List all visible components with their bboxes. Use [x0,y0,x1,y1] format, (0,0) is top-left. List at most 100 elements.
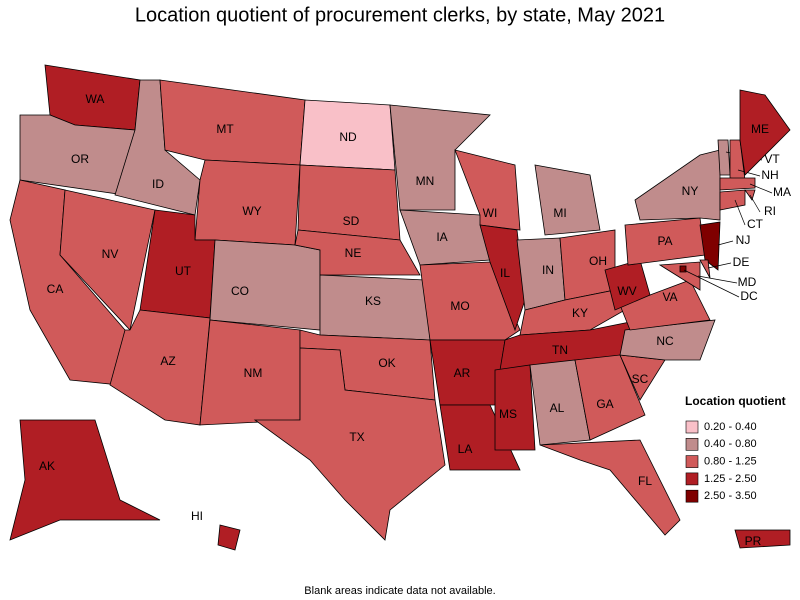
state-label: OK [378,356,395,370]
state-label: KS [365,294,381,308]
state-label: CA [47,282,64,296]
state-label: ND [339,130,357,144]
state-label: ID [152,177,164,191]
state-region [619,319,716,361]
state-label: MN [416,174,435,188]
state-label: MS [499,407,517,421]
legend-label: 0.80 - 1.25 [704,456,757,468]
state-label: GA [596,397,613,411]
legend-title: Location quotient [685,394,786,408]
state-label: NE [345,246,362,260]
legend-label: 2.50 - 3.50 [704,490,757,502]
leader-line [749,183,773,194]
legend-label: 0.20 - 0.40 [704,421,757,433]
state-region [699,221,721,271]
legend-swatch [685,420,699,434]
state-region [439,404,521,471]
state-region [679,265,687,273]
state-label: MD [738,275,757,289]
state-label: SD [343,214,360,228]
state-region [717,139,731,176]
state-region [516,237,566,311]
state-label: WV [617,284,636,298]
state-label: MO [450,299,469,313]
state-label: IL [500,266,510,280]
state-label: MA [773,185,791,199]
state-label: DE [733,255,750,269]
legend-swatch [685,489,699,503]
state-label: WI [483,206,498,220]
state-label: NH [761,168,778,182]
state-label: DC [740,289,758,303]
state-region [194,159,301,246]
state-region [419,261,521,341]
state-region [734,529,791,549]
state-label: UT [175,264,192,278]
state-region [699,259,711,279]
state-region [297,164,401,241]
state-label: AR [454,366,471,380]
state-label: VA [662,290,677,304]
state-region [217,524,241,551]
state-label: TX [349,430,364,444]
state-region [534,164,601,236]
state-label: AK [39,459,55,473]
state-label: SC [632,372,649,386]
state-region [209,239,321,331]
leader-line [683,269,740,298]
state-label: HI [191,509,203,523]
legend-swatch [685,437,699,451]
state-region [719,177,756,191]
state-label: NJ [736,233,751,247]
state-label: KY [572,306,588,320]
state-label: IA [436,230,447,244]
state-region [739,89,791,176]
state-region [539,439,681,536]
leader-line [734,199,746,226]
state-region [253,347,446,541]
leader-line [697,275,738,284]
state-label: TN [552,343,568,357]
state-label: FL [638,474,652,488]
state-label: WY [242,204,261,218]
state-label: RI [764,204,776,218]
leader-line [737,169,761,177]
state-label: WA [86,92,105,106]
legend-label: 1.25 - 2.50 [704,473,757,485]
legend-label: 0.40 - 0.80 [704,438,757,450]
state-region [479,224,526,332]
state-label: PA [657,234,672,248]
state-label: CT [747,217,764,231]
state-label: AL [550,401,565,415]
state-label: VT [764,152,780,166]
map-title: Location quotient of procurement clerks,… [135,4,665,26]
state-label: CO [231,284,249,298]
state-label: OH [589,254,607,268]
leader-line [707,262,732,269]
state-region [658,261,701,291]
leader-line [749,194,761,213]
state-label: NM [244,366,263,380]
state-label: PR [745,534,762,548]
state-label: LA [458,442,473,456]
state-region [494,364,536,451]
legend-swatch [685,472,699,486]
state-label: NC [656,334,674,348]
state-region [719,189,746,211]
legend-swatch [685,455,699,468]
state-region [634,149,721,221]
footnote: Blank areas indicate data not available. [304,585,495,597]
state-label: MI [553,206,566,220]
state-region [9,419,161,541]
state-region [389,104,491,211]
state-label: MT [216,122,234,136]
state-label: NY [682,184,699,198]
state-label: AZ [160,354,175,368]
state-label: NV [102,247,119,261]
state-region [109,309,211,426]
state-label: IN [542,263,554,277]
leader-line [717,240,734,246]
state-region [574,354,646,441]
state-label: OR [71,152,89,166]
